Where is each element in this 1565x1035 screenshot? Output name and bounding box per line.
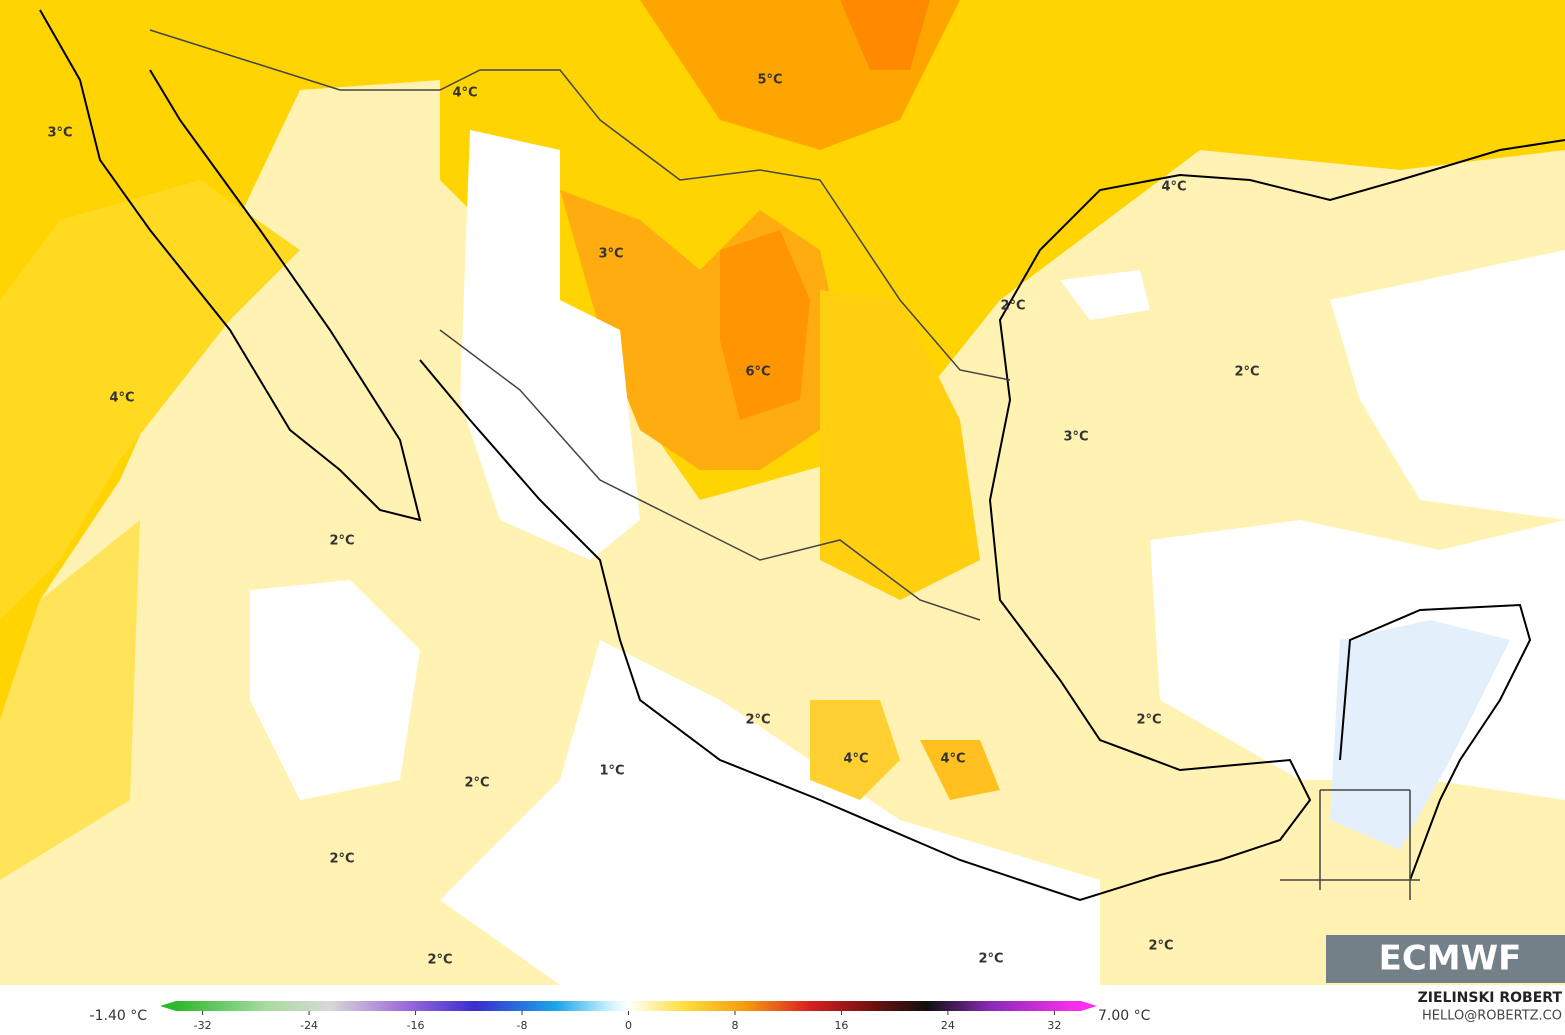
colorbar-tick-label: 24 bbox=[941, 1019, 955, 1032]
credit-author: ZIELINSKI ROBERT bbox=[1418, 990, 1563, 1006]
coastline bbox=[39, 9, 1565, 902]
colorbar-tick-label: -24 bbox=[300, 1019, 318, 1032]
colorbar-tick-label: 32 bbox=[1047, 1019, 1061, 1032]
colorbar-min-label: -1.40 °C bbox=[90, 1008, 148, 1024]
temperature-label: 3°C bbox=[47, 126, 72, 141]
colorbar-tick-label: -8 bbox=[517, 1019, 528, 1032]
colorbar-start bbox=[160, 1001, 176, 1011]
logo-text: ECMWF bbox=[1379, 939, 1522, 979]
temperature-label: 2°C bbox=[464, 776, 489, 791]
map-background bbox=[0, 0, 1565, 985]
temperature-label: 2°C bbox=[1000, 299, 1025, 314]
temperature-label: 2°C bbox=[329, 852, 354, 867]
temperature-label: 2°C bbox=[427, 953, 452, 968]
colorbar-tick-label: -32 bbox=[194, 1019, 212, 1032]
colorbar-tick-label: 8 bbox=[731, 1019, 738, 1032]
colorbar-end bbox=[1081, 1001, 1097, 1011]
temperature-label: 5°C bbox=[757, 73, 782, 88]
colorbar-tick-label: 16 bbox=[834, 1019, 848, 1032]
colorbar-tick-label: -16 bbox=[407, 1019, 425, 1032]
colorbar-max-label: 7.00 °C bbox=[1098, 1008, 1151, 1024]
temperature-label: 2°C bbox=[978, 952, 1003, 967]
temperature-label: 4°C bbox=[940, 752, 965, 767]
temperature-label: 2°C bbox=[745, 713, 770, 728]
logo: ECMWF bbox=[1326, 935, 1565, 983]
temperature-label: 3°C bbox=[1063, 430, 1088, 445]
temperature-label: 1°C bbox=[599, 764, 624, 779]
temperature-label: 4°C bbox=[452, 86, 477, 101]
temperature-label: 4°C bbox=[109, 391, 134, 406]
colorbar-tick-label: 0 bbox=[625, 1019, 632, 1032]
temperature-label: 2°C bbox=[1234, 365, 1259, 380]
temperature-label: 4°C bbox=[843, 752, 868, 767]
credit-contact: HELLO@ROBERTZ.CO bbox=[1422, 1009, 1562, 1024]
colorbar: -1.40 °C 7.00 °C -32 -24 -16 -8 0 8 16 24 32 bbox=[90, 1001, 1151, 1032]
temperature-label: 2°C bbox=[329, 534, 354, 549]
temperature-label: 6°C bbox=[745, 365, 770, 380]
temperature-label: 4°C bbox=[1161, 180, 1186, 195]
temperature-label: 2°C bbox=[1136, 713, 1161, 728]
borders bbox=[149, 29, 1420, 900]
temperature-label: 2°C bbox=[1148, 939, 1173, 954]
temperature-label: 3°C bbox=[598, 247, 623, 262]
colorbar-bar bbox=[176, 1001, 1081, 1011]
map-labels: 4°C 3°C 5°C 3°C 4°C 2°C 2°C 6°C 4°C 3°C 2°C 2°C 2°C 4… bbox=[47, 73, 1259, 968]
